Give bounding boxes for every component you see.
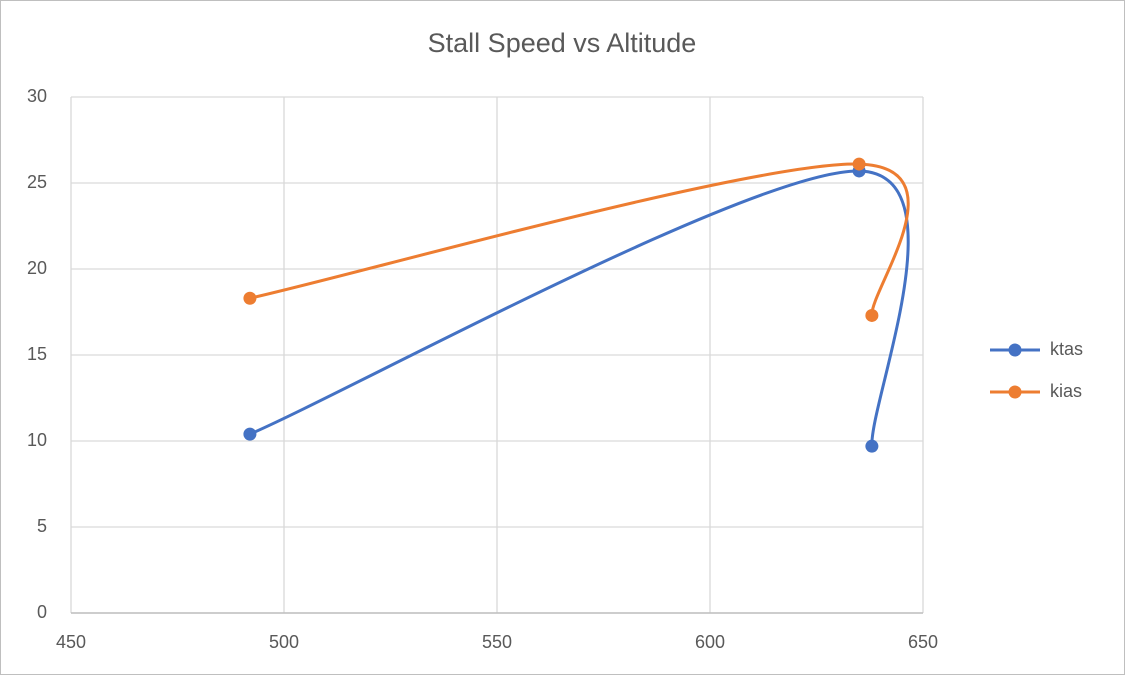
data-point [865, 439, 879, 453]
series-line [249, 162, 910, 316]
legend-label: kias [1050, 381, 1082, 401]
x-tick-label: 500 [269, 632, 299, 652]
data-point [243, 291, 257, 305]
data-point [852, 157, 866, 171]
y-tick-label: 10 [27, 430, 47, 450]
data-point [865, 308, 879, 322]
x-tick-label: 650 [908, 632, 938, 652]
y-tick-label: 30 [27, 86, 47, 106]
legend-marker [1008, 343, 1022, 357]
series-line [249, 169, 910, 447]
x-tick-label: 600 [695, 632, 725, 652]
legend-marker [1008, 385, 1022, 399]
data-point [243, 427, 257, 441]
x-tick-label: 450 [56, 632, 86, 652]
y-tick-label: 25 [27, 172, 47, 192]
x-tick-label: 550 [482, 632, 512, 652]
y-tick-label: 5 [37, 516, 47, 536]
y-tick-label: 0 [37, 602, 47, 622]
legend-label: ktas [1050, 339, 1083, 359]
y-tick-label: 20 [27, 258, 47, 278]
y-tick-label: 15 [27, 344, 47, 364]
chart-title: Stall Speed vs Altitude [428, 28, 697, 58]
